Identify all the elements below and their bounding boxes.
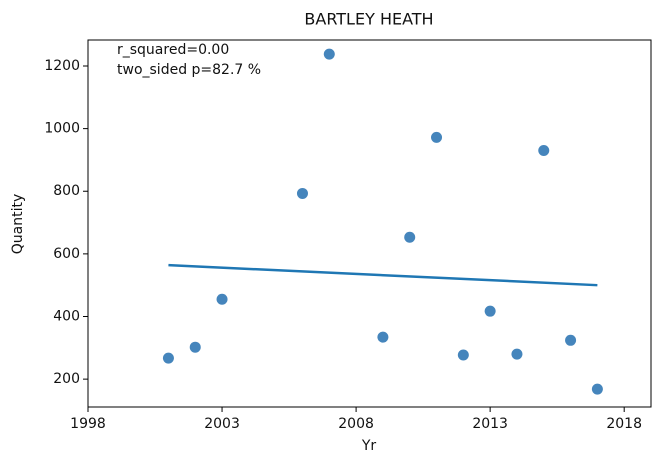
scatter-point — [457, 349, 469, 361]
annotation: two_sided p=82.7 % — [117, 62, 261, 78]
x-axis-label: Yr — [361, 438, 377, 454]
x-tick-label: 2013 — [472, 416, 508, 432]
scatter-point — [323, 48, 335, 60]
annotation: r_squared=0.00 — [117, 42, 229, 58]
y-tick-label: 200 — [53, 371, 80, 387]
scatter-point — [484, 305, 496, 317]
scatter-point — [431, 131, 443, 143]
scatter-point — [296, 187, 308, 199]
scatter-point — [511, 348, 523, 360]
x-tick-label: 2018 — [606, 416, 642, 432]
scatter-point — [216, 293, 228, 305]
x-tick-label: 1998 — [70, 416, 106, 432]
x-tick-label: 2008 — [338, 416, 374, 432]
plot-frame — [87, 39, 652, 408]
y-tick-label: 600 — [53, 246, 80, 262]
scatter-point — [404, 231, 416, 243]
y-axis-label: Quantity — [10, 194, 26, 255]
x-tick-label: 2003 — [204, 416, 240, 432]
scatter-point — [162, 352, 174, 364]
chart-title: BARTLEY HEATH — [304, 10, 433, 29]
y-tick-label: 1000 — [44, 121, 80, 137]
y-tick-label: 1200 — [44, 58, 80, 74]
scatter-point — [377, 331, 389, 343]
scatter-point — [538, 145, 550, 157]
scatter-point — [565, 334, 577, 346]
regression-line — [168, 263, 598, 287]
scatter-point — [189, 341, 201, 353]
y-tick-label: 400 — [53, 309, 80, 325]
y-tick-label: 800 — [53, 183, 80, 199]
scatter-point — [591, 383, 603, 395]
